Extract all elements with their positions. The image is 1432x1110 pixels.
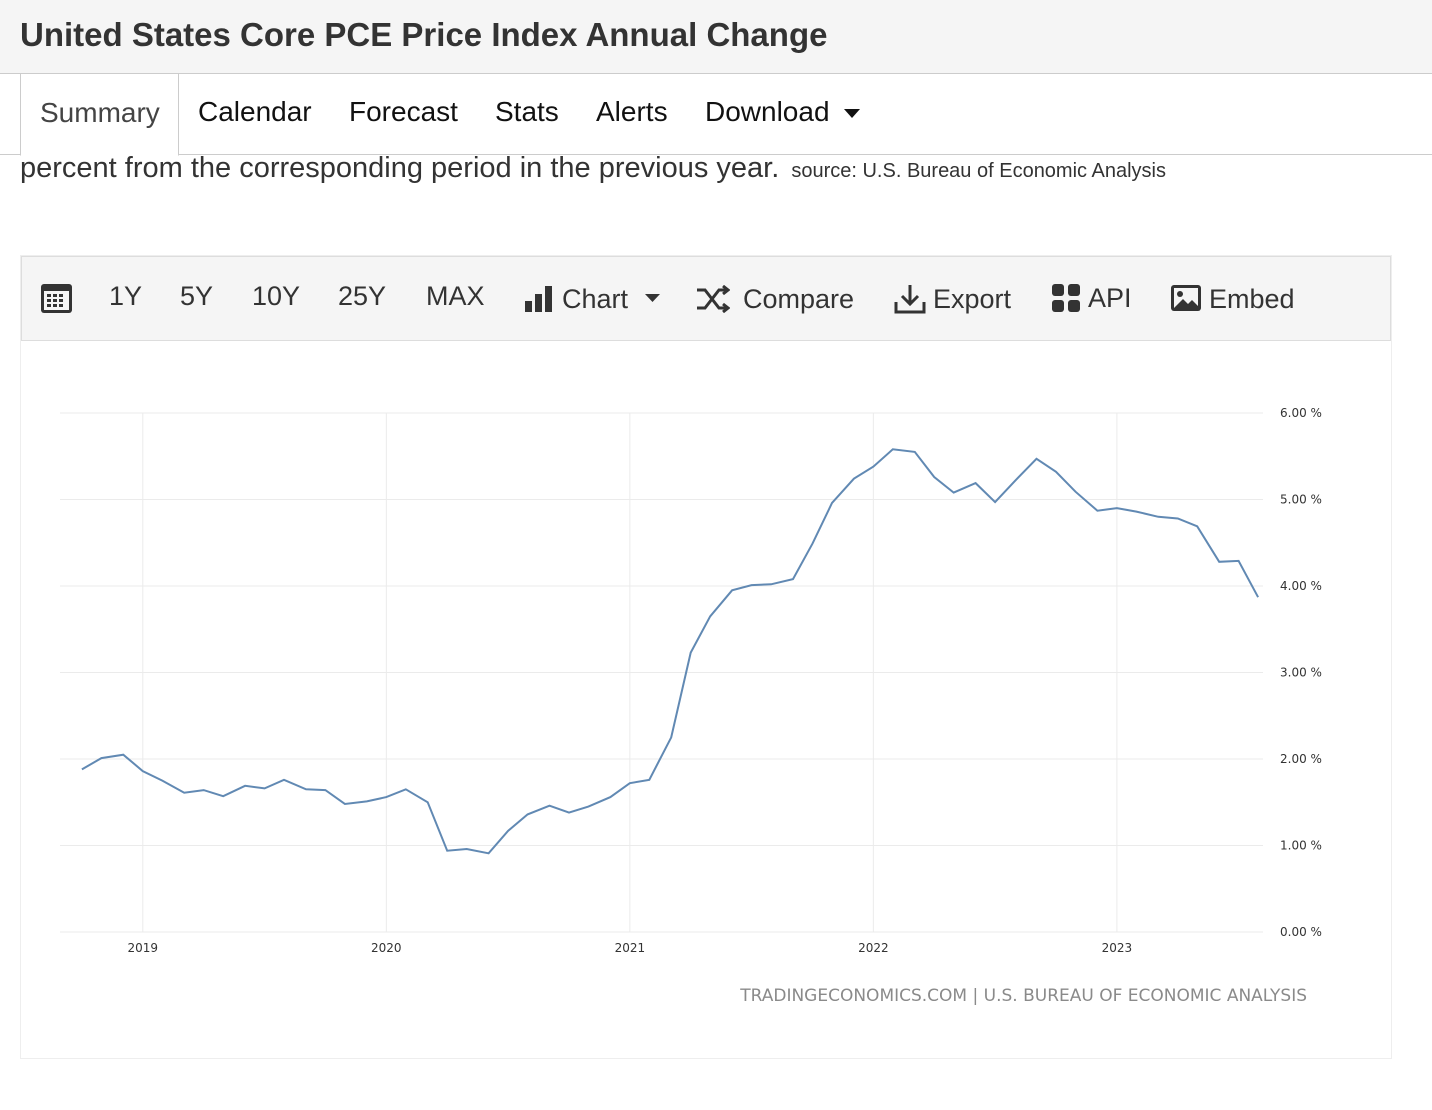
description-text: percent from the corresponding period in… [20,152,780,184]
range-button[interactable]: 10Y [252,281,301,311]
caret [645,294,660,302]
x-tick-label: 2019 [128,941,159,955]
embed-button[interactable]: Embed [1209,284,1295,314]
tab[interactable]: Forecast [349,96,458,127]
source: source: U.S. Bureau of Economic Analysis [791,160,1166,182]
calendar-icon[interactable] [40,281,73,314]
range-button[interactable]: MAX [426,281,485,311]
toolbar: 1Y 5Y 10Y 25Y MAX Chart Compare Export A… [21,256,1391,341]
tab[interactable]: Alerts [596,96,668,127]
tab[interactable]: Calendar [198,96,312,127]
credit: TRADINGECONOMICS.COM | U.S. BUREAU OF EC… [739,986,1307,1006]
x-tick-label: 2020 [371,941,402,955]
description: percent from the corresponding period in… [20,152,1166,185]
data-line [81,448,1259,855]
chart-button[interactable]: Chart [562,284,629,314]
y-tick-label: 1.00 % [1280,839,1322,853]
tab[interactable]: Summary [20,73,179,156]
chart-box [20,255,1392,1059]
y-tick-label: 3.00 % [1280,666,1322,680]
range-button[interactable]: 5Y [180,281,214,311]
api-icon[interactable] [1052,284,1081,313]
embed-icon[interactable] [1170,284,1202,312]
range-button[interactable]: 1Y [109,281,143,311]
header: United States Core PCE Price Index Annua… [0,0,1432,74]
export-icon[interactable] [894,284,926,314]
caret [844,109,860,118]
export-button[interactable]: Export [933,284,1012,314]
x-tick-label: 2023 [1102,941,1133,955]
chart-icon[interactable] [525,285,553,313]
compare-button[interactable]: Compare [743,284,855,314]
compare-icon[interactable] [696,285,730,313]
api-button[interactable]: API [1088,283,1132,313]
y-tick-label: 5.00 % [1280,493,1322,507]
range-button[interactable]: 25Y [338,281,387,311]
y-tick-label: 2.00 % [1280,752,1322,766]
page-title: United States Core PCE Price Index Annua… [20,16,828,53]
chart: 0.00 % 1.00 % 2.00 % 3.00 % 4.00 % 5.00 % 6.00… [60,406,1322,1006]
x-tick-label: 2022 [858,941,889,955]
tab-bar: Summary Calendar Forecast Stats Alerts D… [0,73,1432,156]
x-tick-label: 2021 [615,941,646,955]
y-tick-label: 4.00 % [1280,579,1322,593]
y-tick-label: 0.00 % [1280,925,1322,939]
tab[interactable]: Download [705,96,830,127]
tab[interactable]: Stats [495,96,559,127]
y-tick-label: 6.00 % [1280,406,1322,420]
tab-label[interactable]: Summary [40,97,160,128]
